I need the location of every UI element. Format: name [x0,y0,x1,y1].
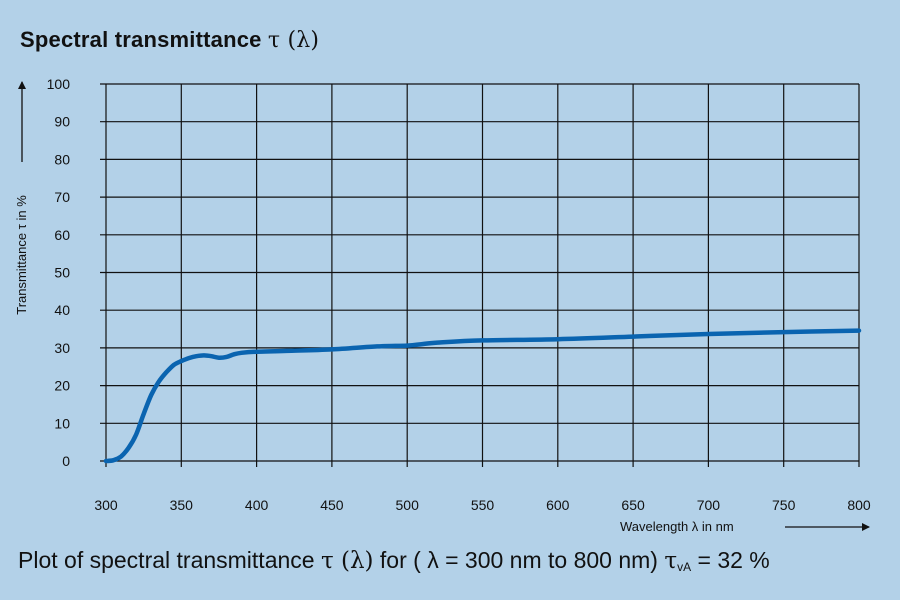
transmittance-chart: 0 10 20 30 40 50 60 70 80 90 100 300 350 400 450 500 55… [14,76,871,534]
y-tick-label: 30 [54,340,70,356]
x-tick-labels: 300 350 400 450 500 550 600 650 700 750 800 [94,497,871,513]
caption-subscript: vA [677,560,692,574]
caption-part1: Plot of spectral transmittance [18,547,321,573]
chart-title-text: Spectral transmittance [20,27,262,52]
caption-symbol: τ (λ) [320,548,374,574]
y-axis-label: Transmittance τ in % [14,195,29,315]
x-axis-label: Wavelength λ in nm [620,519,734,534]
y-tick-label: 80 [54,151,70,167]
grid [100,83,860,467]
y-tick-label: 70 [54,189,70,205]
x-tick-label: 350 [170,497,194,513]
x-tick-label: 400 [245,497,269,513]
caption-part2: for ( λ = 300 nm to 800 nm) [373,547,665,573]
y-tick-label: 40 [54,302,70,318]
x-tick-label: 450 [320,497,344,513]
x-tick-label: 500 [396,497,420,513]
y-tick-label: 50 [54,265,70,281]
y-tick-label: 10 [54,415,70,431]
y-tick-labels: 0 10 20 30 40 50 60 70 80 90 100 [47,76,71,469]
x-tick-label: 700 [697,497,721,513]
y-tick-label: 100 [47,76,71,92]
series-line [103,328,862,464]
y-tick-label: 20 [54,378,70,394]
caption-tau: τ [664,548,678,574]
y-tick-label: 90 [54,114,70,130]
x-tick-label: 750 [772,497,796,513]
x-tick-label: 300 [94,497,118,513]
chart-title: Spectral transmittance τ (λ) [20,27,319,53]
y-tick-label: 60 [54,227,70,243]
x-tick-label: 800 [847,497,871,513]
caption-part3: = 32 % [691,547,770,573]
x-tick-label: 650 [621,497,645,513]
y-tick-label: 0 [62,453,70,469]
chart-caption: Plot of spectral transmittance τ (λ) for… [18,547,770,574]
x-tick-label: 550 [471,497,495,513]
x-tick-label: 600 [546,497,570,513]
chart-title-symbol: τ (λ) [267,28,320,53]
